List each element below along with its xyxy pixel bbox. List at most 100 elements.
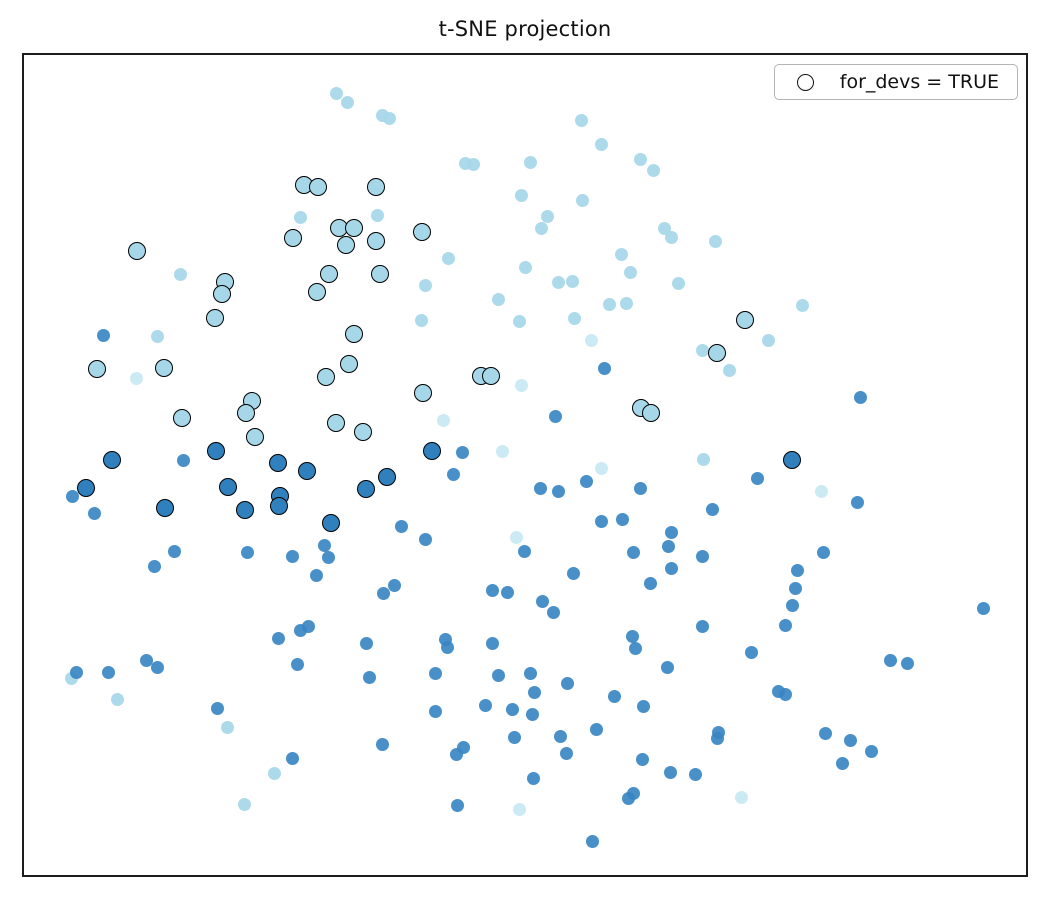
scatter-point	[340, 95, 354, 109]
scatter-point	[633, 481, 647, 495]
scatter-point	[534, 221, 548, 235]
scatter-point	[128, 242, 146, 260]
scatter-point	[551, 484, 565, 498]
scatter-point	[853, 390, 867, 404]
scatter-point	[696, 452, 710, 466]
scatter-point	[527, 685, 541, 699]
scatter-point	[594, 461, 608, 475]
scatter-point	[546, 605, 560, 619]
scatter-point	[173, 267, 187, 281]
scatter-point	[450, 798, 464, 812]
scatter-point	[77, 479, 95, 497]
scatter-point	[370, 208, 384, 222]
scatter-point	[87, 506, 101, 520]
scatter-point	[660, 660, 674, 674]
scatter-point	[394, 519, 408, 533]
scatter-point	[594, 514, 608, 528]
scatter-point	[523, 155, 537, 169]
scatter-point	[65, 489, 79, 503]
scatter-point	[976, 601, 990, 615]
scatter-point	[664, 230, 678, 244]
scatter-point	[750, 471, 764, 485]
scatter-point	[778, 618, 792, 632]
scatter-point	[491, 292, 505, 306]
scatter-point	[449, 747, 463, 761]
scatter-point	[783, 451, 801, 469]
scatter-point	[237, 797, 251, 811]
scatter-point	[270, 497, 288, 515]
scatter-point	[173, 409, 191, 427]
scatter-point	[633, 152, 647, 166]
scatter-point	[507, 730, 521, 744]
scatter-point	[744, 645, 758, 659]
scatter-point	[345, 325, 363, 343]
scatter-point	[482, 367, 500, 385]
scatter-point	[441, 251, 455, 265]
scatter-point	[378, 468, 396, 486]
scatter-point	[321, 550, 335, 564]
scatter-point	[526, 771, 540, 785]
scatter-point	[267, 766, 281, 780]
scatter-point	[535, 594, 549, 608]
scatter-point	[695, 343, 709, 357]
scatter-point	[167, 544, 181, 558]
scatter-point	[359, 636, 373, 650]
scatter-point	[761, 333, 775, 347]
scatter-point	[285, 549, 299, 563]
scatter-point	[850, 495, 864, 509]
scatter-point	[309, 178, 327, 196]
scatter-point	[722, 363, 736, 377]
scatter-point	[688, 767, 702, 781]
scatter-point	[237, 404, 255, 422]
scatter-point	[579, 474, 593, 488]
scatter-point	[301, 619, 315, 633]
scatter-point	[708, 234, 722, 248]
scatter-point	[322, 514, 340, 532]
scatter-point	[778, 687, 792, 701]
scatter-point	[585, 834, 599, 848]
scatter-point	[625, 629, 639, 643]
scatter-point	[646, 163, 660, 177]
scatter-point	[436, 413, 450, 427]
chart-title: t-SNE projection	[438, 17, 612, 41]
scatter-point	[293, 210, 307, 224]
scatter-point	[795, 298, 809, 312]
scatter-point	[150, 329, 164, 343]
scatter-point	[207, 442, 225, 460]
scatter-point	[566, 566, 580, 580]
scatter-point	[219, 478, 237, 496]
scatter-point	[428, 704, 442, 718]
scatter-point	[485, 636, 499, 650]
scatter-point	[367, 232, 385, 250]
scatter-point	[210, 701, 224, 715]
legend-label: for_devs = TRUE	[839, 71, 999, 93]
scatter-point	[736, 311, 754, 329]
scatter-point	[101, 665, 115, 679]
scatter-point	[285, 751, 299, 765]
scatter-point	[495, 444, 509, 458]
scatter-point	[236, 501, 254, 519]
scatter-point	[708, 344, 726, 362]
scatter-point	[597, 361, 611, 375]
scatter-point	[565, 274, 579, 288]
scatter-point	[843, 733, 857, 747]
scatter-point	[505, 702, 519, 716]
scatter-point	[695, 549, 709, 563]
scatter-point	[329, 86, 343, 100]
scatter-point	[382, 111, 396, 125]
scatter-point	[88, 360, 106, 378]
scatter-point	[414, 313, 428, 327]
scatter-point	[710, 731, 724, 745]
scatter-point	[602, 297, 616, 311]
scatter-point	[103, 451, 121, 469]
scatter-point	[478, 698, 492, 712]
scatter-point	[661, 539, 675, 553]
scatter-point	[864, 744, 878, 758]
scatter-point	[900, 656, 914, 670]
scatter-point	[213, 285, 231, 303]
scatter-point	[695, 619, 709, 633]
scatter-point	[340, 355, 358, 373]
scatter-point	[246, 428, 264, 446]
scatter-point	[69, 665, 83, 679]
